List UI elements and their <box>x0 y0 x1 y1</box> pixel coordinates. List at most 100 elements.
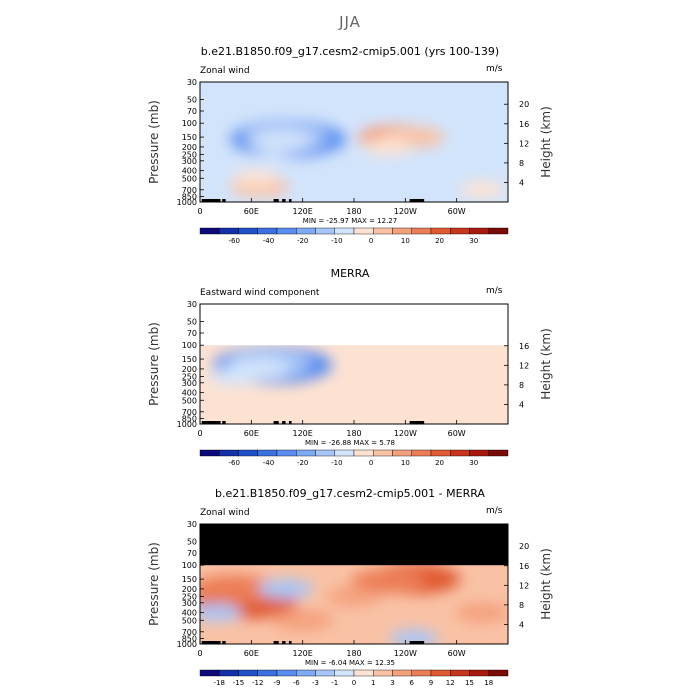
field-anomaly <box>226 397 276 416</box>
field-anomaly <box>232 169 279 187</box>
colorbar-swatch <box>219 669 239 677</box>
terrain-block <box>282 199 286 202</box>
field-anomaly <box>200 574 278 604</box>
field-anomaly <box>209 367 259 386</box>
y-tick-label: 50 <box>187 317 197 326</box>
field-anomaly <box>200 603 242 622</box>
units-label: m/s <box>486 286 503 296</box>
terrain-block <box>222 641 226 644</box>
terrain-block <box>288 421 292 424</box>
height-tick-label: 4 <box>519 178 524 187</box>
terrain-block <box>273 641 279 644</box>
terrain-block <box>288 641 292 644</box>
field-anomaly <box>326 586 382 607</box>
terrain-block <box>201 641 221 644</box>
colorbar-label: 9 <box>429 679 433 687</box>
terrain-block <box>409 641 425 644</box>
y-tick-label: 100 <box>182 119 197 128</box>
y-tick-label: 200 <box>182 143 197 152</box>
colorbar-swatch <box>276 669 297 677</box>
colorbar-swatch <box>488 449 509 457</box>
panel-subtitle: Zonal wind <box>200 66 250 76</box>
x-tick-label: 60W <box>448 207 466 216</box>
panel-title: MERRA <box>330 267 370 280</box>
panel-subtitle: Zonal wind <box>200 508 250 518</box>
colorbar-swatch <box>353 669 374 677</box>
terrain-block <box>409 199 425 202</box>
colorbar-label: 0 <box>352 679 356 687</box>
terrain-block <box>222 199 226 202</box>
colorbar-swatch <box>411 669 432 677</box>
colorbar-swatch <box>199 669 220 677</box>
y-axis-title: Pressure (mb) <box>147 542 161 626</box>
colorbar-swatch <box>238 669 258 677</box>
field-anomaly <box>257 579 314 599</box>
height-tick-label: 20 <box>519 100 529 109</box>
field-anomaly <box>351 568 426 594</box>
colorbar-label: -12 <box>252 679 263 687</box>
y-tick-label: 150 <box>182 355 197 364</box>
colorbar-label: -40 <box>263 237 274 245</box>
x-tick-label: 60E <box>244 649 259 658</box>
y-tick-label: 70 <box>187 549 197 558</box>
field-anomaly <box>271 609 334 631</box>
height-tick-label: 20 <box>519 542 529 551</box>
terrain-block <box>282 421 286 424</box>
min-max-stats: MIN = -6.04 MAX = 12.35 <box>305 659 395 667</box>
colorbar-label: -10 <box>331 237 342 245</box>
x-tick-label: 180 <box>346 207 361 216</box>
y-tick-label: 30 <box>187 78 197 87</box>
y-tick-label: 1000 <box>177 420 197 429</box>
height-axis-title: Height (km) <box>539 548 553 619</box>
y-tick-label: 300 <box>182 157 197 166</box>
colorbar-label: -40 <box>263 459 274 467</box>
y-tick-label: 300 <box>182 379 197 388</box>
x-tick-label: 120W <box>394 649 417 658</box>
colorbar-label: -15 <box>233 679 244 687</box>
y-tick-label: 400 <box>182 167 197 176</box>
colorbar-swatch <box>296 669 316 677</box>
field-anomaly <box>346 102 396 120</box>
height-tick-label: 8 <box>519 381 524 390</box>
season-title: JJA <box>339 13 361 31</box>
y-tick-label: 1000 <box>177 640 197 649</box>
colorbar-swatch <box>373 669 393 677</box>
y-tick-label: 200 <box>182 365 197 374</box>
colorbar-label: -1 <box>331 679 338 687</box>
panel-subtitle: Eastward wind component <box>200 288 320 298</box>
height-axis-title: Height (km) <box>539 106 553 177</box>
colorbar-label: 6 <box>410 679 415 687</box>
height-tick-label: 8 <box>519 159 524 168</box>
colorbar-label: 30 <box>469 237 478 245</box>
terrain-block <box>409 421 425 424</box>
y-tick-label: 300 <box>182 599 197 608</box>
units-label: m/s <box>486 506 503 516</box>
height-tick-label: 16 <box>519 562 529 571</box>
units-label: m/s <box>486 64 503 74</box>
y-tick-label: 700 <box>182 186 197 195</box>
colorbar-label: -20 <box>297 459 308 467</box>
field-anomaly <box>365 360 412 378</box>
height-tick-label: 12 <box>519 581 529 590</box>
height-axis-title: Height (km) <box>539 328 553 399</box>
terrain-block <box>273 199 279 202</box>
y-tick-label: 150 <box>182 575 197 584</box>
x-tick-label: 180 <box>346 429 361 438</box>
field-anomaly <box>245 152 292 170</box>
min-max-stats: MIN = -25.97 MAX = 12.27 <box>302 217 398 225</box>
x-tick-label: 0 <box>197 649 202 658</box>
colorbar-label: 20 <box>435 459 444 467</box>
colorbar-label: 0 <box>369 459 373 467</box>
colorbar-swatch <box>315 669 335 677</box>
colorbar-label: -60 <box>229 237 240 245</box>
colorbar-label: 1 <box>371 679 375 687</box>
x-tick-label: 180 <box>346 649 361 658</box>
y-tick-label: 500 <box>182 396 197 405</box>
x-tick-label: 120E <box>293 649 313 658</box>
y-tick-label: 850 <box>182 634 197 643</box>
field-anomaly <box>250 130 313 152</box>
colorbar-label: -3 <box>312 679 319 687</box>
